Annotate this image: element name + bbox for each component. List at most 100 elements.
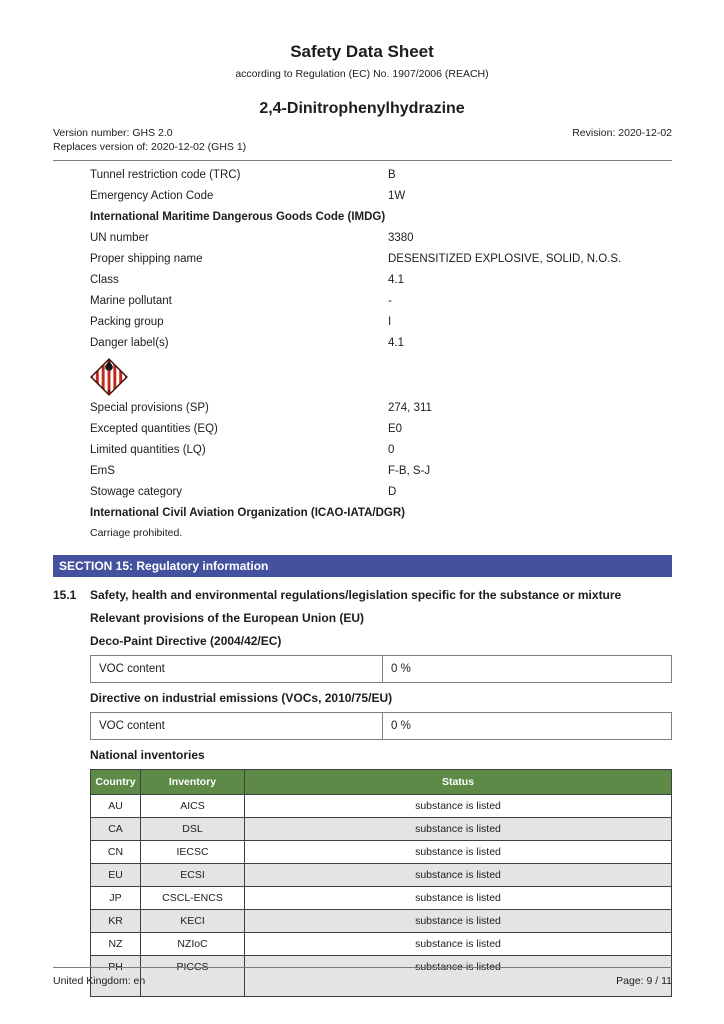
status-cell: substance is listed <box>244 909 672 933</box>
imdg-heading: International Maritime Dangerous Goods C… <box>90 211 386 223</box>
version-block: Version number: GHS 2.0 Replaces version… <box>53 127 672 161</box>
status-cell: substance is listed <box>244 863 672 887</box>
document-subtitle: according to Regulation (EC) No. 1907/20… <box>235 68 489 80</box>
product-name: 2,4-Dinitrophenylhydrazine <box>259 100 465 117</box>
field-label: Tunnel restriction code (TRC) <box>90 169 241 181</box>
status-cell: substance is listed <box>244 955 672 997</box>
table-header-row: Country Inventory Status <box>90 769 672 795</box>
table-row: CA DSL substance is listed <box>90 817 672 841</box>
inventory-cell: AICS <box>140 794 245 818</box>
subsection-number: 15.1 <box>53 588 77 602</box>
carriage-note: Carriage prohibited. <box>90 527 183 539</box>
flammable-solid-4-1-icon: 4 <box>90 358 128 396</box>
version-left: Version number: GHS 2.0 Replaces version… <box>53 127 246 154</box>
danger-label-row: 4 <box>90 354 672 398</box>
table-row: CN IECSC substance is listed <box>90 840 672 864</box>
field-row: Class 4.1 <box>90 270 672 291</box>
field-row: Special provisions (SP) 274, 311 <box>90 398 672 419</box>
inventory-cell: PICCS <box>140 955 245 997</box>
field-row: Tunnel restriction code (TRC) B <box>90 165 672 186</box>
field-row: Packing group I <box>90 312 672 333</box>
field-value: F-B, S-J <box>388 465 431 477</box>
transport-info-list: Tunnel restriction code (TRC) B Emergenc… <box>90 165 672 542</box>
country-cell: CN <box>90 840 141 864</box>
field-value: I <box>388 316 392 328</box>
table-row: AU AICS substance is listed <box>90 794 672 818</box>
replaces-version: Replaces version of: 2020-12-02 (GHS 1) <box>53 140 247 153</box>
field-value: B <box>388 169 396 181</box>
country-cell: JP <box>90 886 141 910</box>
field-row: Limited quantities (LQ) 0 <box>90 440 672 461</box>
field-row: Proper shipping name DESENSITIZED EXPLOS… <box>90 249 672 270</box>
field-label: Proper shipping name <box>90 253 203 265</box>
table-row: JP CSCL-ENCS substance is listed <box>90 886 672 910</box>
field-label: Marine pollutant <box>90 295 172 307</box>
page-footer: United Kingdom: en Page: 9 / 11 <box>53 967 672 988</box>
table-row: NZ NZIoC substance is listed <box>90 932 672 956</box>
voc-value: 0 % <box>391 720 411 732</box>
eu-provisions-heading: Relevant provisions of the European Unio… <box>90 611 365 625</box>
field-row: Excepted quantities (EQ) E0 <box>90 419 672 440</box>
voc-content-table-1: VOC content 0 % <box>90 655 672 683</box>
subsection-15-1: 15.1 Safety, health and environmental re… <box>53 587 672 603</box>
inventory-cell: DSL <box>140 817 245 841</box>
field-row: Stowage category D <box>90 482 672 503</box>
version-number: Version number: GHS 2.0 <box>53 127 173 139</box>
footer-locale: United Kingdom: en <box>53 975 146 987</box>
industrial-emissions-heading: Directive on industrial emissions (VOCs,… <box>90 691 393 705</box>
field-value: 1W <box>388 190 406 202</box>
document-header: Safety Data Sheet according to Regulatio… <box>0 0 724 120</box>
field-label: Packing group <box>90 316 164 328</box>
field-value: D <box>388 486 397 498</box>
inventory-cell: IECSC <box>140 840 245 864</box>
national-inventories-table: Country Inventory Status AU AICS substan… <box>90 769 672 997</box>
inventory-cell: CSCL-ENCS <box>140 886 245 910</box>
table-row: EU ECSI substance is listed <box>90 863 672 887</box>
field-value: 4.1 <box>388 337 404 349</box>
field-label: Excepted quantities (EQ) <box>90 423 218 435</box>
field-value: 0 <box>388 444 395 456</box>
icao-heading: International Civil Aviation Organizatio… <box>90 507 405 519</box>
subsection-title: Safety, health and environmental regulat… <box>90 588 622 602</box>
column-header-inventory: Inventory <box>140 769 245 795</box>
voc-content-table-2: VOC content 0 % <box>90 712 672 740</box>
table-row: KR KECI substance is listed <box>90 909 672 933</box>
field-value: - <box>388 295 392 307</box>
footer-page-number: Page: 9 / 11 <box>616 975 672 987</box>
status-cell: substance is listed <box>244 794 672 818</box>
inventory-cell: KECI <box>140 909 245 933</box>
field-row: Emergency Action Code 1W <box>90 186 672 207</box>
voc-label: VOC content <box>91 713 383 739</box>
deco-paint-heading: Deco-Paint Directive (2004/42/EC) <box>90 634 282 648</box>
field-label: Stowage category <box>90 486 183 498</box>
status-cell: substance is listed <box>244 886 672 910</box>
field-row: Danger label(s) 4.1 <box>90 333 672 354</box>
field-label: EmS <box>90 465 115 477</box>
field-value: 274, 311 <box>388 402 432 414</box>
field-value: 4.1 <box>388 274 404 286</box>
country-cell: NZ <box>90 932 141 956</box>
revision-date: Revision: 2020-12-02 <box>572 127 672 139</box>
field-value: E0 <box>388 423 403 435</box>
field-label: UN number <box>90 232 149 244</box>
country-cell: EU <box>90 863 141 887</box>
column-header-status: Status <box>244 769 672 795</box>
country-cell: AU <box>90 794 141 818</box>
field-row: UN number 3380 <box>90 228 672 249</box>
country-cell: CA <box>90 817 141 841</box>
field-label: Special provisions (SP) <box>90 402 209 414</box>
country-cell: KR <box>90 909 141 933</box>
voc-value: 0 % <box>391 663 411 675</box>
status-cell: substance is listed <box>244 840 672 864</box>
field-row: EmS F-B, S-J <box>90 461 672 482</box>
field-value: DESENSITIZED EXPLOSIVE, SOLID, N.O.S. <box>388 253 622 265</box>
svg-text:4: 4 <box>108 389 111 394</box>
field-row: Marine pollutant - <box>90 291 672 312</box>
field-label: Emergency Action Code <box>90 190 214 202</box>
document-title: Safety Data Sheet <box>290 42 434 61</box>
inventory-cell: NZIoC <box>140 932 245 956</box>
field-value: 3380 <box>388 232 414 244</box>
section-15-header-bar: SECTION 15: Regulatory information <box>53 555 672 577</box>
field-label: Limited quantities (LQ) <box>90 444 206 456</box>
